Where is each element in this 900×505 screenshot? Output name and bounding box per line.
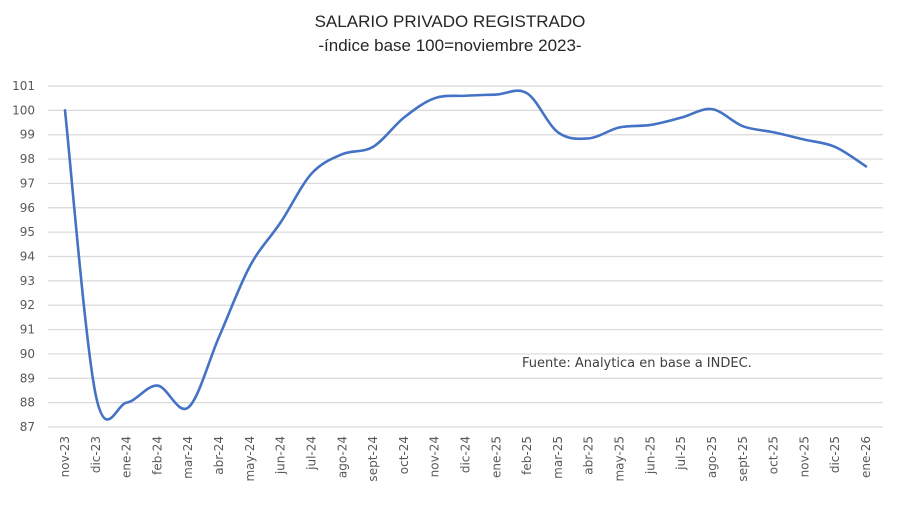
y-tick-label: 88 <box>20 396 35 410</box>
x-tick-label: feb-24 <box>150 436 164 475</box>
data-series <box>63 89 868 421</box>
x-tick-label: mar-24 <box>181 436 195 479</box>
x-tick-label: sept-24 <box>366 436 380 482</box>
x-tick-label: nov-24 <box>428 436 442 477</box>
y-tick-label: 99 <box>20 128 35 142</box>
y-tick-label: 98 <box>20 152 35 166</box>
series-line <box>63 89 868 421</box>
x-tick-label: jul-25 <box>674 436 688 471</box>
x-tick-label: ene-26 <box>859 436 873 478</box>
source-annotation: Fuente: Analytica en base a INDEC. <box>519 356 755 371</box>
x-tick-label: ago-25 <box>705 436 719 478</box>
y-tick-label: 94 <box>20 250 35 264</box>
x-tick-label: ago-24 <box>335 436 349 478</box>
x-tick-label: ene-24 <box>120 436 134 478</box>
x-tick-label: mar-25 <box>551 436 565 479</box>
y-tick-label: 92 <box>20 298 35 312</box>
x-tick-label: jul-24 <box>304 436 318 471</box>
y-tick-label: 93 <box>20 274 35 288</box>
x-tick-label: oct-24 <box>397 436 411 474</box>
x-tick-label: dic-24 <box>459 436 473 473</box>
x-axis-ticks: nov-23 dic-23 ene-24 feb-24 mar-24 abr-24 may-… <box>58 436 873 482</box>
y-tick-label: 90 <box>20 347 35 361</box>
x-tick-label: jun-24 <box>274 436 288 475</box>
x-tick-label: abr-24 <box>212 436 226 475</box>
x-tick-label: may-25 <box>613 436 627 482</box>
x-tick-label: dic-25 <box>828 436 842 473</box>
y-tick-label: 96 <box>20 201 35 215</box>
x-tick-label: oct-25 <box>767 436 781 474</box>
x-tick-label: nov-23 <box>58 436 72 477</box>
y-tick-label: 97 <box>20 176 35 190</box>
y-tick-label: 91 <box>20 323 35 337</box>
y-tick-label: 100 <box>12 103 35 117</box>
y-axis-ticks: 87 88 89 90 91 92 93 94 95 96 97 98 99 100 101 <box>12 79 35 434</box>
chart-subtitle: -índice base 100=noviembre 2023- <box>318 36 582 55</box>
x-tick-label: sept-25 <box>736 436 750 482</box>
y-tick-label: 89 <box>20 371 35 385</box>
x-tick-label: dic-23 <box>89 436 103 473</box>
x-tick-label: abr-25 <box>582 436 596 475</box>
x-tick-label: may-24 <box>243 436 257 482</box>
x-tick-label: nov-25 <box>797 436 811 477</box>
x-tick-label: feb-25 <box>520 436 534 475</box>
chart-title: SALARIO PRIVADO REGISTRADO <box>314 12 586 31</box>
y-tick-label: 101 <box>12 79 35 93</box>
x-tick-label: ene-25 <box>489 436 503 478</box>
gridlines <box>48 85 883 428</box>
y-tick-label: 95 <box>20 225 35 239</box>
y-tick-label: 87 <box>20 420 35 434</box>
x-tick-label: jun-25 <box>643 436 657 475</box>
